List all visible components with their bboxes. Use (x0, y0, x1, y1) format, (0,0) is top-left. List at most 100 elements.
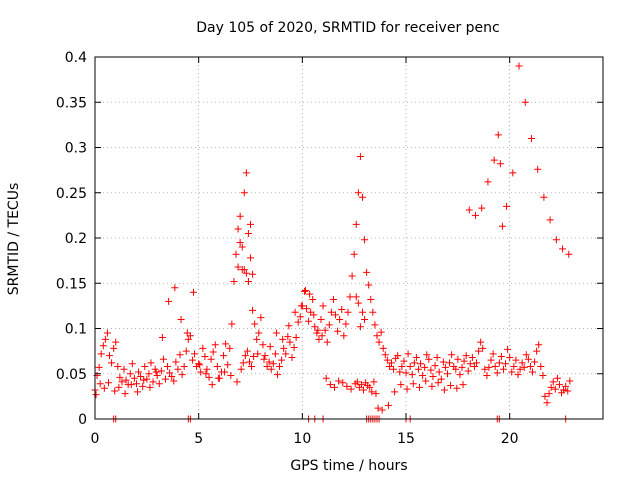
data-point (292, 334, 300, 342)
data-point (202, 370, 210, 378)
data-point (146, 383, 154, 391)
data-point (249, 270, 257, 278)
data-point (338, 305, 346, 313)
data-point (427, 366, 435, 374)
data-point (232, 250, 240, 258)
data-point (527, 134, 535, 142)
data-point (172, 358, 180, 366)
data-point (434, 379, 442, 387)
data-point (559, 245, 567, 253)
data-point (276, 363, 284, 371)
data-point (240, 266, 248, 274)
data-point (375, 338, 383, 346)
data-point (261, 352, 269, 360)
data-point (290, 344, 298, 352)
data-point (352, 220, 360, 228)
data-point (526, 363, 534, 371)
grid (95, 57, 603, 419)
data-point (373, 332, 381, 340)
data-point (184, 335, 192, 343)
data-point (551, 385, 559, 393)
data-point (139, 382, 147, 390)
data-point (537, 363, 545, 371)
data-point (326, 381, 334, 389)
data-point (377, 328, 385, 336)
data-point (354, 189, 362, 197)
data-point (203, 365, 211, 373)
data-point (473, 359, 481, 367)
data-point (147, 359, 155, 367)
data-point (127, 381, 135, 389)
y-tick-label: 0.4 (65, 50, 87, 66)
data-point (497, 353, 505, 361)
data-point (484, 178, 492, 186)
data-point (195, 360, 203, 368)
data-point (165, 297, 173, 305)
data-point (477, 338, 485, 346)
data-point (366, 383, 374, 391)
data-point (330, 383, 338, 391)
data-point (282, 350, 290, 358)
data-point (106, 352, 114, 360)
data-point (503, 202, 511, 210)
data-point (243, 347, 251, 355)
data-point (325, 321, 333, 329)
data-point (408, 371, 416, 379)
data-point (321, 326, 329, 334)
data-point (259, 341, 267, 349)
data-point (464, 367, 472, 375)
data-point (241, 352, 249, 360)
data-point (435, 368, 443, 376)
data-point (260, 355, 268, 363)
data-point (425, 355, 433, 363)
data-point (549, 378, 557, 386)
data-point (126, 370, 134, 378)
data-point (285, 322, 293, 330)
data-point (128, 360, 136, 368)
data-point (221, 368, 229, 376)
data-point (224, 361, 232, 369)
data-point (266, 343, 274, 351)
data-point (390, 365, 398, 373)
data-point (458, 363, 466, 371)
data-point (428, 382, 436, 390)
data-point (294, 318, 302, 326)
data-point (103, 329, 111, 337)
data-point (339, 379, 347, 387)
data-point (288, 353, 296, 361)
data-point (141, 363, 149, 371)
data-point (541, 392, 549, 400)
data-points (91, 62, 574, 423)
data-point (363, 268, 371, 276)
data-point (315, 335, 323, 343)
data-point (253, 335, 261, 343)
data-point (353, 378, 361, 386)
data-point (367, 296, 375, 304)
data-point (487, 356, 495, 364)
data-point (226, 344, 234, 352)
data-point (552, 236, 560, 244)
data-point (346, 293, 354, 301)
data-point (422, 377, 430, 385)
data-point (388, 359, 396, 367)
data-point (306, 290, 314, 298)
data-point (358, 193, 366, 201)
data-point (205, 373, 213, 381)
y-tick-label: 0.1 (65, 322, 87, 338)
data-point (296, 313, 304, 321)
data-point (372, 390, 380, 398)
y-tick-label: 0.3 (65, 141, 87, 157)
data-point (360, 386, 368, 394)
data-point (496, 160, 504, 168)
data-point (279, 335, 287, 343)
data-point (247, 220, 255, 228)
data-point (143, 375, 151, 383)
data-point (178, 371, 186, 379)
data-point (239, 359, 247, 367)
data-point (402, 369, 410, 377)
data-point (368, 388, 376, 396)
data-point (115, 383, 123, 391)
data-point (404, 350, 412, 358)
data-point (111, 387, 119, 395)
